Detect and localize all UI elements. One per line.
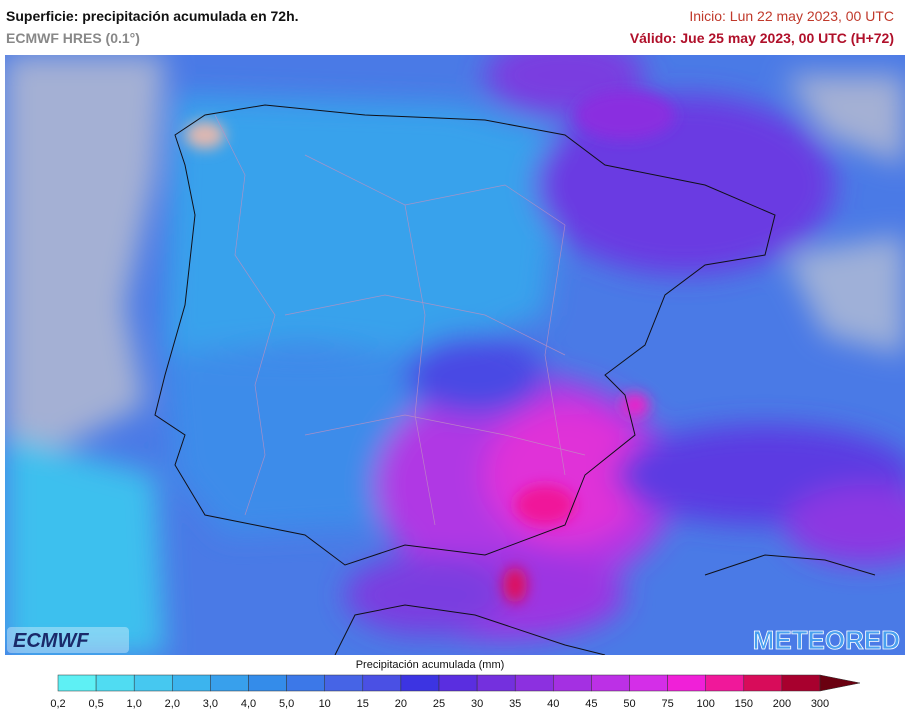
- legend: Precipitación acumulada (mm) 0,2 0,5 1,0 2,…: [50, 659, 861, 710]
- legend-label: 40: [547, 698, 559, 710]
- color-bin: [133, 674, 173, 692]
- legend-label: 300: [811, 698, 829, 710]
- legend-label: 15: [357, 698, 369, 710]
- color-bin: [629, 674, 668, 692]
- color-bin: [667, 674, 706, 692]
- precipitation-map: ECMWF METEORED: [5, 55, 905, 655]
- legend-label: 25: [433, 698, 445, 710]
- color-bin: [553, 674, 592, 692]
- color-bin: [514, 674, 554, 692]
- valid-time: Válido: Jue 25 may 2023, 00 UTC (H+72): [629, 30, 894, 46]
- color-bin: [743, 674, 783, 692]
- legend-label: 30: [471, 698, 483, 710]
- color-bin: [438, 674, 478, 692]
- color-bin: [172, 674, 211, 692]
- legend-label: 20: [395, 698, 407, 710]
- color-bin: [286, 674, 325, 692]
- legend-label: 0,2: [50, 698, 65, 710]
- legend-label: 200: [773, 698, 791, 710]
- color-bin: [57, 674, 97, 692]
- precip-cores: [185, 90, 675, 603]
- ecmwf-logo: ECMWF: [13, 630, 89, 652]
- init-time: Inicio: Lun 22 may 2023, 00 UTC: [689, 8, 894, 24]
- legend-title: Precipitación acumulada (mm): [356, 659, 505, 671]
- legend-label: 1,0: [127, 698, 142, 710]
- color-bin: [591, 674, 630, 692]
- legend-label: 50: [623, 698, 635, 710]
- color-bin: [324, 674, 364, 692]
- legend-label: 100: [697, 698, 715, 710]
- legend-label: 3,0: [203, 698, 218, 710]
- legend-label: 35: [509, 698, 521, 710]
- legend-label: 4,0: [241, 698, 256, 710]
- color-bin: [210, 674, 249, 692]
- color-bin: [362, 674, 402, 692]
- borders: [214, 114, 586, 526]
- legend-label: 10: [319, 698, 331, 710]
- color-bin: [95, 674, 135, 692]
- color-bin: [400, 674, 440, 692]
- legend-label: 5,0: [279, 698, 294, 710]
- legend-label: 45: [585, 698, 597, 710]
- color-bin: [781, 674, 821, 692]
- legend-label: 2,0: [165, 698, 180, 710]
- color-bin: [476, 674, 516, 692]
- coastlines: [154, 104, 876, 655]
- legend-label: 75: [661, 698, 673, 710]
- color-arrow: [819, 674, 861, 692]
- meteored-logo: METEORED: [753, 625, 900, 655]
- map-title: Superficie: precipitación acumulada en 7…: [6, 8, 299, 24]
- model-name: ECMWF HRES (0.1°): [6, 30, 140, 46]
- color-bin: [705, 674, 745, 692]
- legend-label: 150: [735, 698, 753, 710]
- color-bin: [248, 674, 287, 692]
- ecmwf-backdrop: [7, 627, 129, 653]
- legend-label: 0,5: [88, 698, 103, 710]
